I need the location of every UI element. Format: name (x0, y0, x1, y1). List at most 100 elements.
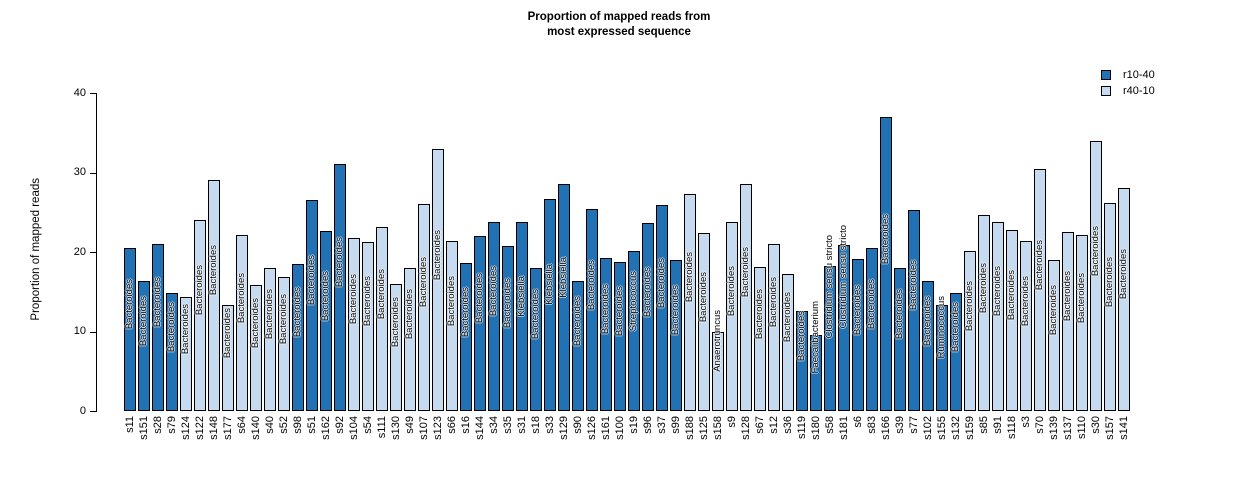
bar-s102: Bacteroides (922, 281, 934, 411)
bar-s188: Bacteroides (684, 194, 696, 411)
x-tick-label: s155 (936, 416, 948, 440)
bar-genus-label: Bacteroides (194, 265, 205, 316)
bar-genus-label: Bacteroides (866, 279, 877, 330)
x-tick-label: s122 (194, 416, 206, 440)
x-tick-label: s34 (488, 416, 500, 434)
bar-genus-label: Bacteroides (404, 289, 415, 340)
x-tick-label: s125 (698, 416, 710, 440)
bar-genus-label: Bacteroides (166, 301, 177, 352)
bar-genus-label: Bacteroides (222, 307, 233, 358)
x-tick-label: s123 (432, 416, 444, 440)
bar-s129: Klebsiella (558, 184, 570, 411)
chart-title-line2: most expressed sequence (547, 26, 691, 38)
x-tick-label: s79 (166, 416, 178, 434)
y-tick-label: 30 (73, 166, 86, 178)
bar-s98: Bacteroides (292, 264, 304, 411)
chart-title-line1: Proportion of mapped reads from (527, 11, 711, 23)
bar-s28: Bacteroides (152, 244, 164, 411)
bar-genus-label: Bacteroides (1090, 225, 1101, 276)
x-tick-label: s157 (1104, 416, 1116, 440)
bar-s3: Bacteroides (1020, 241, 1032, 411)
bar-genus-label: Bacteroides (530, 289, 541, 340)
y-tick-mark (90, 93, 96, 94)
bar-s34: Bacteroides (488, 222, 500, 411)
bar-genus-label: Bacteroides (670, 285, 681, 336)
bar-s107: Bacteroides (418, 204, 430, 411)
x-tick-label: s12 (768, 416, 780, 434)
bar-s9: Bacteroides (726, 222, 738, 411)
bar-genus-label: Clostridium sensu stricto (838, 224, 849, 328)
bar-s92: Bacteroides (334, 164, 346, 411)
bar-s36: Bacteroides (782, 274, 794, 411)
bar-genus-label: Bacteroides (236, 272, 247, 323)
x-tick-label: s16 (460, 416, 472, 434)
bar-s49: Bacteroides (404, 268, 416, 411)
x-tick-label: s70 (1034, 416, 1046, 434)
bar-s67: Bacteroides (754, 267, 766, 411)
bar-genus-label: Bacteroides (362, 276, 373, 327)
bar-genus-label: Bacteroides (698, 271, 709, 322)
x-tick-label: s77 (908, 416, 920, 434)
x-tick-label: s67 (754, 416, 766, 434)
bar-genus-label: Bacteroides (852, 284, 863, 335)
x-tick-label: s3 (1020, 416, 1032, 428)
x-tick-label: s188 (684, 416, 696, 440)
bar-genus-label: Bacteroides (740, 247, 751, 298)
x-tick-label: s124 (180, 416, 192, 440)
x-tick-label: s85 (978, 416, 990, 434)
bar-s30: Bacteroides (1090, 141, 1102, 411)
bar-genus-label: Bacteroides (642, 266, 653, 317)
bar-s66: Bacteroides (446, 241, 458, 411)
bar-s119: Bacteroides (796, 311, 808, 411)
bar-genus-label: Klebsiella (558, 256, 569, 298)
bar-genus-label: Bacteroides (1104, 256, 1115, 307)
bar-genus-label: Bacteroides (726, 266, 737, 317)
x-tick-label: s54 (362, 416, 374, 434)
bar-genus-label: Bacteroides (334, 237, 345, 288)
bar-s90: Bacteroides (572, 281, 584, 411)
bar-genus-label: Ruminococcus (936, 295, 947, 358)
bar-genus-label: Bacteroides (1118, 249, 1129, 300)
x-tick-label: s181 (838, 416, 850, 440)
x-tick-label: s99 (670, 416, 682, 434)
x-tick-label: s49 (404, 416, 416, 434)
x-tick-label: s96 (642, 416, 654, 434)
x-tick-label: s111 (376, 416, 388, 439)
bar-s130: Bacteroides (390, 284, 402, 411)
bar-genus-label: Bacteroides (152, 277, 163, 328)
x-tick-label: s161 (600, 416, 612, 440)
x-tick-label: s51 (306, 416, 318, 434)
x-tick-label: s40 (264, 416, 276, 434)
bar-genus-label: Klebsiella (544, 264, 555, 305)
bar-genus-label: Bacteroides (1020, 275, 1031, 326)
bar-s104: Bacteroides (348, 238, 360, 411)
bar-genus-label: Bacteroides (922, 295, 933, 346)
bar-s39: Bacteroides (894, 268, 906, 411)
bar-s12: Bacteroides (768, 244, 780, 411)
bar-s100: Bacteroides (614, 262, 626, 411)
x-tick-label: s130 (390, 416, 402, 440)
bar-genus-label: Bacteroides (390, 297, 401, 348)
bar-s181: Clostridium sensu stricto (838, 225, 850, 411)
bar-s111: Bacteroides (376, 227, 388, 411)
y-tick-label: 20 (73, 245, 86, 258)
bar-s40: Bacteroides (264, 268, 276, 411)
bar-s37: Bacteroides (656, 205, 668, 411)
bar-genus-label: Bacteroides (782, 292, 793, 343)
bar-s96: Bacteroides (642, 223, 654, 411)
bar-genus-label: Bacteroides (1034, 239, 1045, 290)
bar-s141: Bacteroides (1118, 188, 1130, 411)
x-tick-label: s159 (964, 416, 976, 440)
bar-genus-label: Bacteroides (586, 259, 597, 310)
bar-s11: Bacteroides (124, 248, 136, 411)
x-tick-label: s35 (502, 416, 514, 434)
y-tick-mark (90, 411, 96, 412)
x-tick-label: s91 (992, 416, 1004, 434)
bar-genus-label: Bacteroides (992, 266, 1003, 317)
bar-genus-label: Bacteroides (488, 266, 499, 317)
y-tick-mark (90, 172, 96, 174)
bar-genus-label: Bacteroides (768, 277, 779, 328)
x-tick-label: s66 (446, 416, 458, 434)
